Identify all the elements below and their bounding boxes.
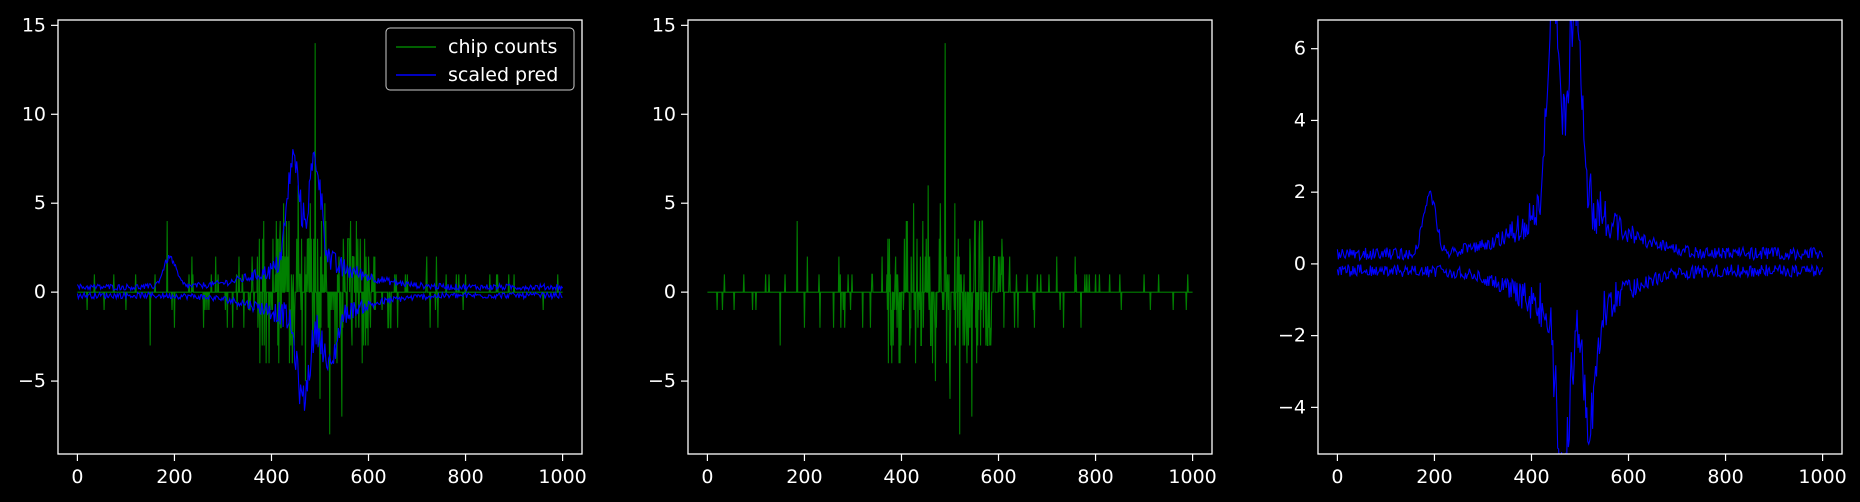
x-tick-label: 200 [786, 466, 822, 488]
x-tick-label: 0 [71, 466, 83, 488]
y-tick-label: 15 [22, 14, 46, 36]
series-chip-counts [77, 43, 563, 435]
plot-area [707, 43, 1193, 435]
y-tick-label: 10 [22, 103, 46, 125]
x-tick-label: 600 [980, 466, 1016, 488]
x-tick-label: 200 [156, 466, 192, 488]
y-tick-label: 5 [664, 192, 676, 214]
chart-panel-right: 0 200 400 600 800 1000 −4 −2 0 2 4 6 [1278, 19, 1847, 488]
chip-counts-line [707, 43, 1193, 435]
x-tick-label: 0 [1331, 466, 1343, 488]
x-tick-label: 400 [1513, 466, 1549, 488]
y-tick-label: −5 [18, 370, 46, 392]
y-tick-label: 6 [1294, 38, 1306, 60]
chart-panel-left: 0 200 400 600 800 1000 −5 0 5 10 15 chip counts scal… [18, 14, 587, 488]
axes-frame [1317, 19, 1843, 455]
y-tick-label: 5 [34, 192, 46, 214]
plot-area [76, 43, 564, 435]
x-tick-label: 1000 [1168, 466, 1216, 488]
y-tick-label: 0 [1294, 253, 1306, 275]
y-tick-label: 0 [664, 281, 676, 303]
x-tick-label: 400 [883, 466, 919, 488]
x-tick-label: 800 [1077, 466, 1113, 488]
pred-upper-branch [1336, 20, 1824, 262]
chip-counts-line [77, 43, 563, 435]
x-tick-label: 0 [701, 466, 713, 488]
legend-entry-label: scaled pred [448, 64, 558, 86]
plot-area [1336, 20, 1824, 454]
y-tick-label: 10 [652, 103, 676, 125]
axes-frame [687, 19, 1213, 455]
legend-entry-label: chip counts [448, 36, 557, 58]
series-line-0 [707, 43, 1193, 435]
axes-frame [57, 19, 583, 455]
pred-upper-branch [76, 149, 564, 293]
x-tick-label: 1000 [1798, 466, 1846, 488]
y-tick-label: 2 [1294, 181, 1306, 203]
legend: chip counts scaled pred [385, 27, 575, 91]
pred-lower-branch [76, 290, 563, 411]
x-tick-label: 1000 [538, 466, 586, 488]
x-tick-label: 400 [253, 466, 289, 488]
pred-lower-branch [1336, 263, 1824, 454]
x-tick-label: 200 [1416, 466, 1452, 488]
y-tick-label: 15 [652, 14, 676, 36]
series-line-0 [1336, 20, 1824, 454]
x-tick-label: 600 [350, 466, 386, 488]
y-tick-label: 0 [34, 281, 46, 303]
y-tick-label: −2 [1278, 325, 1306, 347]
x-tick-label: 600 [1610, 466, 1646, 488]
series-scaled-pred [76, 149, 564, 411]
x-tick-label: 800 [1707, 466, 1743, 488]
x-tick-label: 800 [447, 466, 483, 488]
y-tick-label: 4 [1294, 109, 1306, 131]
chart-panel-middle: 0 200 400 600 800 1000 −5 0 5 10 15 [648, 14, 1217, 488]
y-tick-label: −5 [648, 370, 676, 392]
y-tick-label: −4 [1278, 396, 1306, 418]
